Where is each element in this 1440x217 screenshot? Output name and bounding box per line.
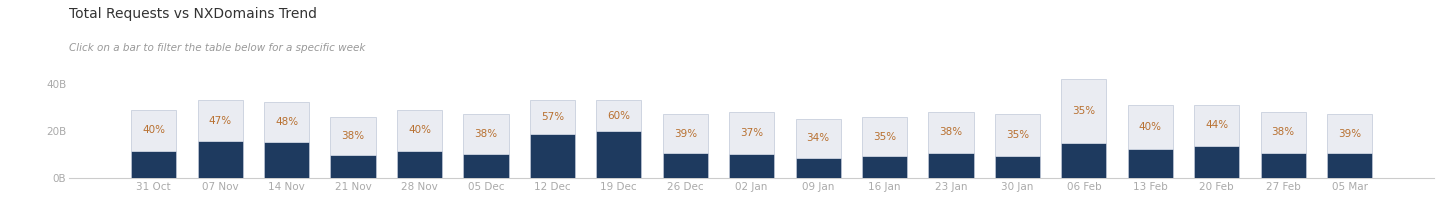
Bar — [131, 110, 176, 151]
Text: Total Requests vs NXDomains Trend: Total Requests vs NXDomains Trend — [69, 7, 317, 21]
Bar — [1061, 79, 1106, 143]
Text: 38%: 38% — [474, 129, 497, 139]
Bar — [1260, 112, 1306, 153]
Text: 38%: 38% — [939, 127, 962, 137]
Bar — [929, 112, 973, 153]
Bar — [1061, 143, 1106, 178]
Bar — [1194, 105, 1240, 146]
Text: Click on a bar to filter the table below for a specific week: Click on a bar to filter the table below… — [69, 43, 366, 53]
Text: 40%: 40% — [1139, 122, 1162, 132]
Text: 35%: 35% — [873, 132, 896, 141]
Bar — [863, 156, 907, 178]
Bar — [995, 156, 1040, 178]
Bar — [596, 100, 641, 131]
Bar — [795, 119, 841, 158]
Bar — [264, 102, 310, 142]
Bar — [795, 158, 841, 178]
Bar — [464, 154, 508, 178]
Bar — [1194, 146, 1240, 178]
Bar — [662, 153, 708, 178]
Bar — [330, 117, 376, 155]
Bar — [596, 131, 641, 178]
Bar — [197, 100, 243, 141]
Bar — [1328, 153, 1372, 178]
Bar — [995, 114, 1040, 156]
Text: 35%: 35% — [1007, 130, 1030, 140]
Text: 40%: 40% — [143, 125, 166, 135]
Bar — [464, 114, 508, 154]
Bar — [929, 153, 973, 178]
Bar — [397, 151, 442, 178]
Bar — [197, 141, 243, 178]
Bar — [729, 153, 775, 178]
Text: 38%: 38% — [341, 131, 364, 141]
Text: 48%: 48% — [275, 117, 298, 127]
Bar — [662, 114, 708, 153]
Bar — [863, 117, 907, 156]
Bar — [1128, 149, 1174, 178]
Bar — [131, 151, 176, 178]
Bar — [1260, 153, 1306, 178]
Text: 44%: 44% — [1205, 120, 1228, 130]
Text: 38%: 38% — [1272, 127, 1295, 137]
Bar — [1328, 114, 1372, 153]
Text: 57%: 57% — [541, 112, 564, 122]
Text: 39%: 39% — [1338, 129, 1361, 139]
Bar — [530, 100, 575, 134]
Text: 47%: 47% — [209, 116, 232, 126]
Bar — [264, 142, 310, 178]
Bar — [330, 155, 376, 178]
Text: 37%: 37% — [740, 128, 763, 138]
Bar — [397, 110, 442, 151]
Text: 39%: 39% — [674, 129, 697, 139]
Bar — [729, 112, 775, 153]
Bar — [530, 134, 575, 178]
Text: 40%: 40% — [408, 125, 431, 135]
Text: 34%: 34% — [806, 133, 829, 143]
Bar — [1128, 105, 1174, 149]
Text: 35%: 35% — [1073, 106, 1096, 116]
Text: 60%: 60% — [608, 111, 631, 121]
